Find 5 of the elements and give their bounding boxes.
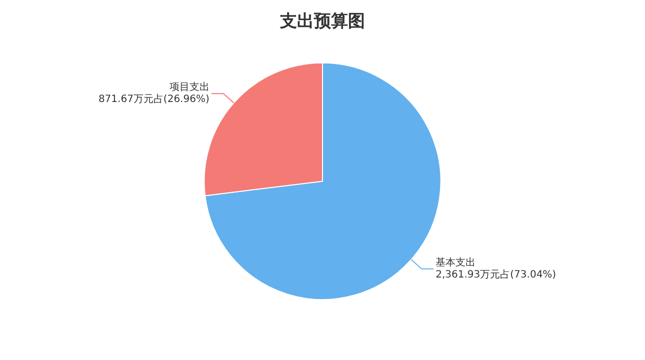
chart-title: 支出预算图 bbox=[279, 12, 365, 32]
slice-label: 基本支出 bbox=[436, 256, 476, 268]
slice-label: 项目支出 bbox=[169, 81, 210, 94]
data-label: 871.67万元占(26.96%) bbox=[98, 93, 210, 106]
data-label: 2,361.93万元占(73.04%) bbox=[436, 268, 556, 280]
